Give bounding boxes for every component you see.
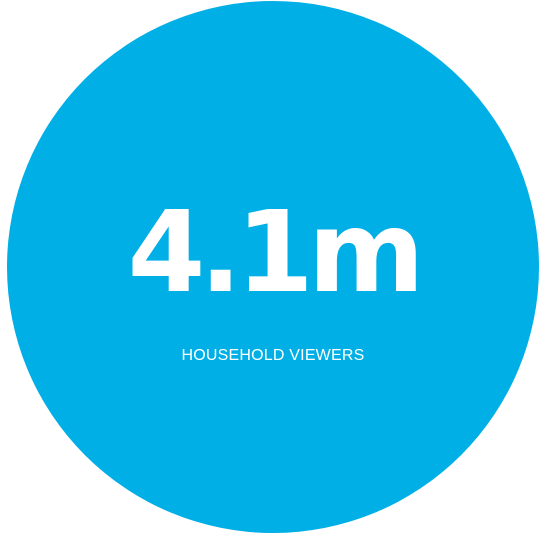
stat-circle [7,1,539,533]
stat-label: HOUSEHOLD VIEWERS [181,347,365,364]
stat-value: 4.1m [127,188,424,318]
